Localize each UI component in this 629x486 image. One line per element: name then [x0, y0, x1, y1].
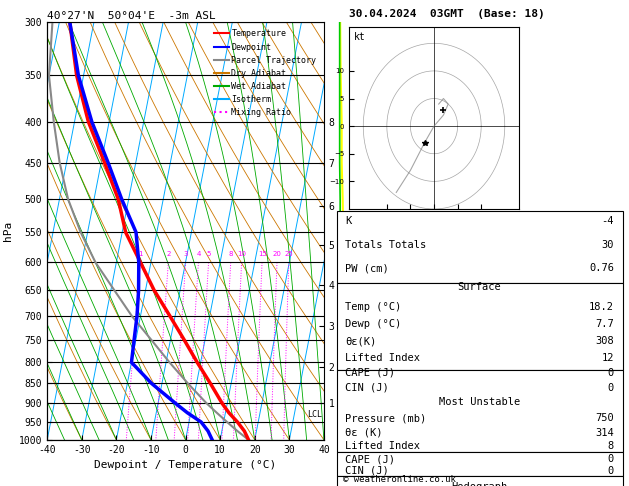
Text: LCL: LCL — [307, 410, 322, 419]
Text: 30.04.2024  03GMT  (Base: 18): 30.04.2024 03GMT (Base: 18) — [349, 9, 545, 19]
Text: © weatheronline.co.uk: © weatheronline.co.uk — [343, 474, 455, 484]
Text: 10: 10 — [237, 251, 247, 257]
Text: 0: 0 — [608, 368, 614, 378]
Text: 40°27'N  50°04'E  -3m ASL: 40°27'N 50°04'E -3m ASL — [47, 11, 216, 21]
Text: 20: 20 — [273, 251, 282, 257]
Text: 18.2: 18.2 — [589, 302, 614, 312]
FancyBboxPatch shape — [337, 211, 623, 283]
Text: Lifted Index: Lifted Index — [345, 353, 420, 364]
Legend: Temperature, Dewpoint, Parcel Trajectory, Dry Adiabat, Wet Adiabat, Isotherm, Mi: Temperature, Dewpoint, Parcel Trajectory… — [211, 26, 320, 121]
Text: K: K — [345, 216, 352, 226]
Text: 5: 5 — [207, 251, 211, 257]
X-axis label: Dewpoint / Temperature (°C): Dewpoint / Temperature (°C) — [94, 460, 277, 470]
Text: θε(K): θε(K) — [345, 336, 376, 346]
Text: 8: 8 — [229, 251, 233, 257]
Text: CAPE (J): CAPE (J) — [345, 454, 395, 464]
Text: 8: 8 — [608, 441, 614, 451]
Text: 25: 25 — [285, 251, 293, 257]
Text: Pressure (mb): Pressure (mb) — [345, 413, 426, 423]
Text: 0: 0 — [608, 382, 614, 393]
Text: 750: 750 — [596, 413, 614, 423]
Text: 4: 4 — [197, 251, 201, 257]
FancyBboxPatch shape — [337, 370, 623, 452]
Text: 3: 3 — [184, 251, 188, 257]
Y-axis label: km
ASL: km ASL — [351, 231, 369, 252]
Text: 15: 15 — [258, 251, 267, 257]
Text: Surface: Surface — [458, 282, 501, 292]
Text: kt: kt — [354, 32, 366, 42]
Text: 0.76: 0.76 — [589, 263, 614, 273]
Text: 7.7: 7.7 — [596, 319, 614, 329]
FancyBboxPatch shape — [337, 452, 623, 476]
Text: PW (cm): PW (cm) — [345, 263, 389, 273]
Text: 314: 314 — [596, 428, 614, 437]
Text: Lifted Index: Lifted Index — [345, 441, 420, 451]
Text: Hodograph: Hodograph — [452, 482, 508, 486]
Y-axis label: hPa: hPa — [3, 221, 13, 241]
FancyBboxPatch shape — [337, 476, 623, 486]
Text: 0: 0 — [608, 454, 614, 464]
Text: Most Unstable: Most Unstable — [439, 397, 520, 407]
Text: 2: 2 — [167, 251, 171, 257]
Text: 308: 308 — [596, 336, 614, 346]
Text: Totals Totals: Totals Totals — [345, 240, 426, 249]
FancyBboxPatch shape — [337, 283, 623, 370]
Text: Dewp (°C): Dewp (°C) — [345, 319, 401, 329]
Text: CIN (J): CIN (J) — [345, 466, 389, 476]
Text: CAPE (J): CAPE (J) — [345, 368, 395, 378]
Text: 12: 12 — [601, 353, 614, 364]
Text: 30: 30 — [601, 240, 614, 249]
Text: Temp (°C): Temp (°C) — [345, 302, 401, 312]
Text: 0: 0 — [608, 466, 614, 476]
Text: -4: -4 — [601, 216, 614, 226]
Text: θε (K): θε (K) — [345, 428, 382, 437]
Text: 1: 1 — [138, 251, 143, 257]
Text: CIN (J): CIN (J) — [345, 382, 389, 393]
